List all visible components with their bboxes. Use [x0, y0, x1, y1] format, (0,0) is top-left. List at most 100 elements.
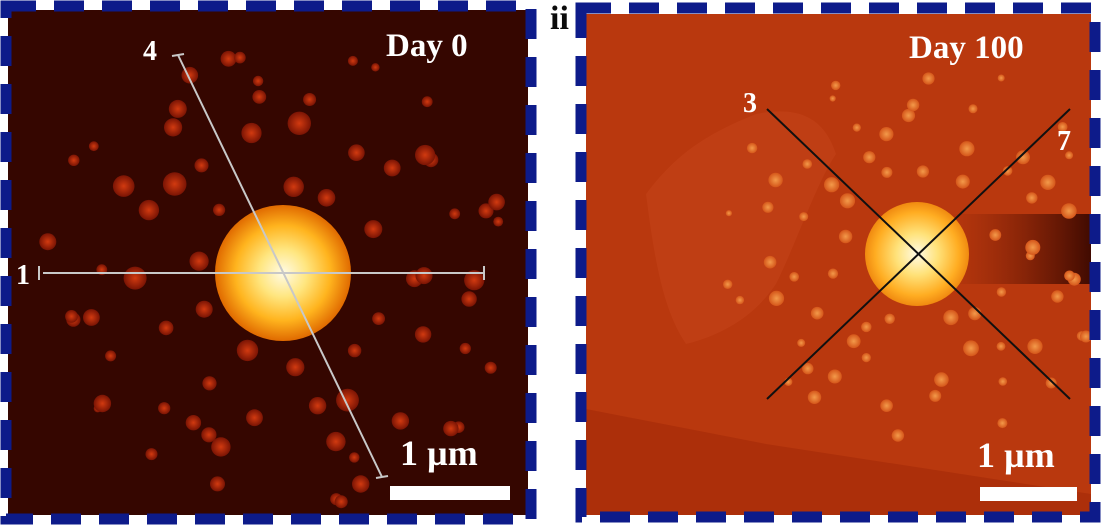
nanoparticle-dot — [391, 412, 410, 430]
nanoparticle-dot — [963, 340, 979, 357]
nanoparticle-dot — [348, 144, 365, 161]
nanoparticle-dot — [334, 495, 348, 509]
nanoparticle-dot — [838, 229, 853, 244]
nanoparticle-dot — [83, 309, 100, 326]
nanoparticle-dot — [861, 321, 872, 333]
nanoparticle-dot — [352, 475, 370, 493]
nanoparticle-dot — [123, 266, 147, 290]
nanoparticle-dot — [879, 127, 894, 142]
nanoparticle-dot — [286, 358, 305, 377]
nanoparticle-dot — [246, 409, 263, 427]
nanoparticle-dot — [929, 389, 942, 402]
nanoparticle-dot — [236, 339, 259, 362]
nanoparticle-dot — [461, 291, 477, 307]
nanoparticle-dot — [158, 320, 174, 336]
nanoparticle-dot — [831, 80, 841, 91]
nanoparticle-dot — [488, 193, 505, 211]
nanoparticle-dot — [1051, 290, 1064, 303]
nanoparticle-dot — [891, 429, 905, 442]
nanoparticle-dot — [1061, 203, 1077, 219]
nanoparticle-dot — [459, 342, 471, 355]
nanoparticle-dot — [202, 376, 217, 391]
profile-number-7: 7 — [1057, 126, 1071, 157]
panel-day-100: ii Day 100 3 7 1 µm — [550, 0, 1104, 525]
nanoparticle-dot — [863, 151, 876, 164]
nanoparticle-dot — [959, 141, 975, 157]
nanoparticle-dot — [449, 208, 461, 220]
nanoparticle-dot — [943, 309, 959, 326]
nanoparticle-dot — [881, 166, 893, 178]
nanoparticle-dot — [283, 176, 304, 197]
nanoparticle-dot — [414, 326, 432, 343]
nanoparticle-dot — [415, 144, 436, 166]
nanoparticle-dot — [829, 95, 836, 102]
nanoparticle-dot — [349, 452, 360, 463]
nanoparticle-dot — [220, 50, 237, 67]
nanoparticle-dot — [105, 350, 117, 362]
scale-bar-label-day-100: 1 µm — [977, 435, 1055, 475]
nanoparticle-dot — [789, 272, 799, 282]
nanoparticle-dot — [762, 201, 774, 213]
nanoparticle-dot — [372, 312, 385, 325]
scale-bar-day-0 — [390, 486, 510, 500]
nanoparticle-dot — [1027, 338, 1043, 354]
nanoparticle-dot — [996, 287, 1007, 297]
nanoparticle-dot — [827, 268, 839, 279]
nanoparticle-dot — [201, 427, 217, 443]
nanoparticle-dot — [347, 55, 358, 66]
nanoparticle-dot — [234, 51, 246, 64]
nanoparticle-dot — [884, 313, 895, 324]
nanoparticle-dot — [65, 310, 78, 323]
nanoparticle-dot — [162, 172, 187, 196]
nanoparticle-dot — [194, 158, 209, 173]
nanoparticle-dot — [997, 74, 1005, 82]
nanoparticle-dot — [68, 154, 80, 166]
nanoparticle-dot — [807, 390, 822, 404]
nanoparticle-dot — [185, 415, 202, 431]
panel-label-ii: ii — [550, 0, 569, 37]
nanoparticle-dot — [997, 418, 1008, 429]
nanoparticle-dot — [213, 203, 226, 216]
nanoparticle-dot — [799, 212, 809, 222]
nanoparticle-dot — [112, 175, 135, 197]
nanoparticle-dot — [1025, 239, 1041, 255]
profile-number-4: 4 — [143, 36, 157, 67]
nanoparticle-dot — [989, 229, 1002, 241]
nanoparticle-dot — [1045, 377, 1057, 389]
scale-bar-label-day-0: 1 µm — [400, 433, 478, 473]
nanoparticle-dot — [252, 90, 267, 104]
nanoparticle-dot — [922, 72, 935, 85]
nanoparticle-dot — [852, 123, 861, 132]
panel-day-0: Day 0 4 1 1 µm — [0, 0, 537, 525]
nanoparticle-dot — [317, 189, 336, 207]
nanoparticle-dot — [723, 279, 733, 289]
nanoparticle-dot — [303, 93, 317, 106]
nanoparticle-dot — [998, 377, 1008, 386]
nanoparticle-dot — [88, 141, 99, 152]
nanoparticle-dot — [934, 372, 949, 387]
nanoparticle-dot — [955, 174, 970, 189]
nanoparticle-dot — [493, 216, 504, 227]
nanoparticle-dot — [906, 98, 920, 112]
nanoparticle-dot — [827, 369, 842, 384]
nanoparticle-dot — [138, 199, 160, 221]
nanoparticle-dot — [763, 255, 777, 269]
nanoparticle-dot — [797, 338, 806, 347]
nanoparticle-dot — [364, 220, 383, 239]
nanoparticle-dot — [241, 122, 262, 144]
day-0-label: Day 0 — [386, 28, 468, 64]
nanoparticle-dot — [880, 399, 893, 413]
nanoparticle-dot — [252, 75, 264, 87]
nanoparticle-dot — [735, 295, 745, 305]
nanoparticle-dot — [768, 290, 785, 306]
nanoparticle-dot — [839, 193, 856, 209]
nanoparticle-dot — [996, 341, 1006, 351]
nanoparticle-dot — [746, 142, 758, 154]
nanoparticle-dot — [195, 300, 213, 318]
nanoparticle-dot — [916, 165, 929, 178]
nanoparticle-dot — [308, 397, 327, 415]
nanoparticle-dot — [164, 118, 183, 137]
nanoparticle-dot — [861, 353, 871, 363]
profile-number-1: 1 — [16, 260, 30, 291]
nanoparticle-dot — [168, 99, 187, 118]
